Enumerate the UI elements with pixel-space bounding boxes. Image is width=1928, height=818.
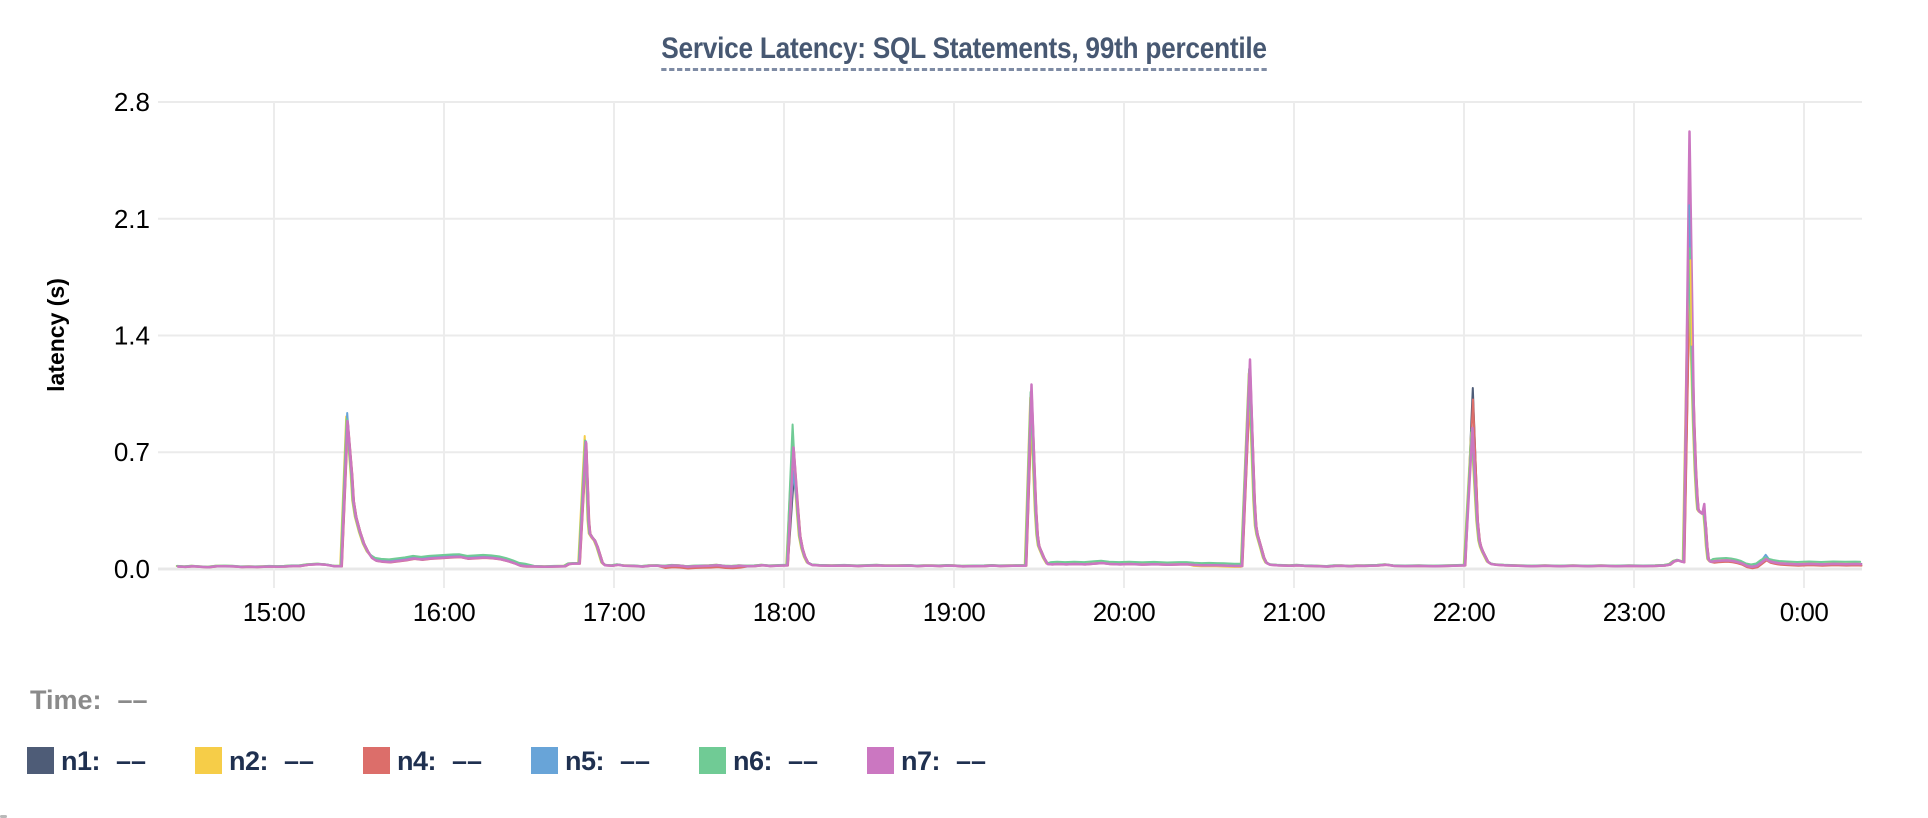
svg-text:19:00: 19:00 bbox=[923, 597, 986, 627]
svg-text:0.0: 0.0 bbox=[114, 554, 150, 584]
svg-text:22:00: 22:00 bbox=[1433, 597, 1496, 627]
svg-text:23:00: 23:00 bbox=[1603, 597, 1666, 627]
svg-text:18:00: 18:00 bbox=[753, 597, 816, 627]
svg-text:latency (s): latency (s) bbox=[43, 278, 69, 392]
svg-text:2.1: 2.1 bbox=[114, 204, 150, 234]
svg-text:2.8: 2.8 bbox=[114, 87, 150, 117]
svg-text:17:00: 17:00 bbox=[583, 597, 646, 627]
svg-text:1.4: 1.4 bbox=[114, 321, 150, 351]
svg-text:21:00: 21:00 bbox=[1263, 597, 1326, 627]
svg-text:0.7: 0.7 bbox=[114, 437, 150, 467]
svg-text:0:00: 0:00 bbox=[1780, 597, 1829, 627]
svg-text:16:00: 16:00 bbox=[413, 597, 476, 627]
svg-text:15:00: 15:00 bbox=[243, 597, 306, 627]
svg-text:20:00: 20:00 bbox=[1093, 597, 1156, 627]
